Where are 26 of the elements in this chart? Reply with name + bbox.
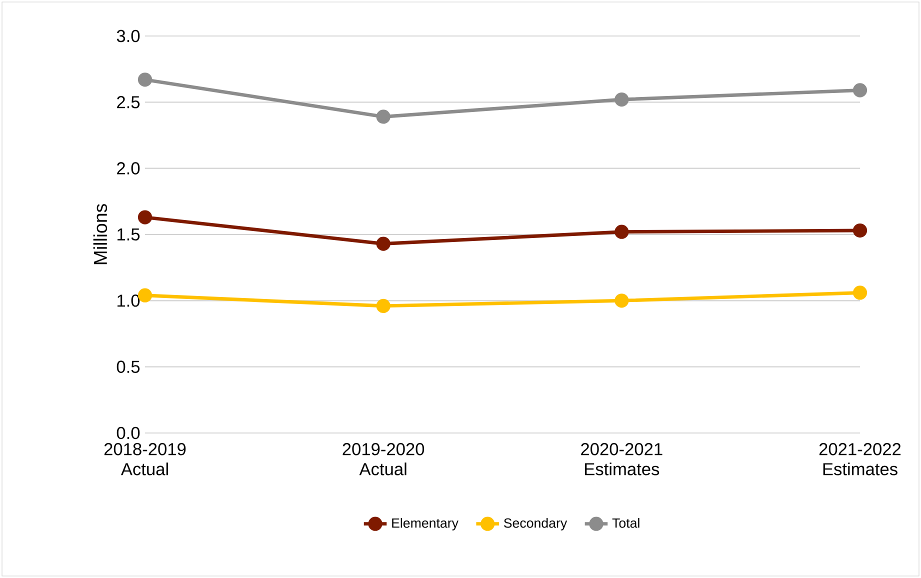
y-tick-label: 1.5: [118, 228, 140, 241]
point: [852, 223, 868, 238]
point: [852, 83, 868, 98]
point: [614, 224, 629, 239]
point: [376, 236, 390, 251]
y-tick-label: 0.5: [116, 360, 140, 373]
point: [614, 92, 629, 107]
x-tick-label: 2020-2021 Estimates: [581, 443, 662, 476]
point: [138, 210, 152, 224]
legend-label: Total: [612, 518, 640, 528]
x-tick-label: 2019-2020 Actual: [342, 443, 424, 476]
y-tick-label: 0.0: [116, 426, 140, 440]
point: [376, 110, 390, 124]
point: [376, 298, 390, 314]
point: [138, 72, 152, 87]
legend-label: Secondary: [504, 518, 568, 530]
point: [614, 294, 629, 308]
y-tick-label: 2.0: [117, 162, 140, 174]
y-tick-label: 3.0: [116, 30, 140, 42]
y-axis-title: Millions: [93, 204, 108, 264]
x-tick-label: 2021-2022 Estimates: [819, 443, 901, 476]
legend-label: Elementary: [392, 518, 458, 530]
y-tick-label: 1.0: [118, 294, 140, 307]
x-tick-label: 2018-2019 Actual: [104, 443, 186, 476]
y-tick-label: 2.5: [117, 96, 140, 108]
point: [852, 286, 868, 300]
